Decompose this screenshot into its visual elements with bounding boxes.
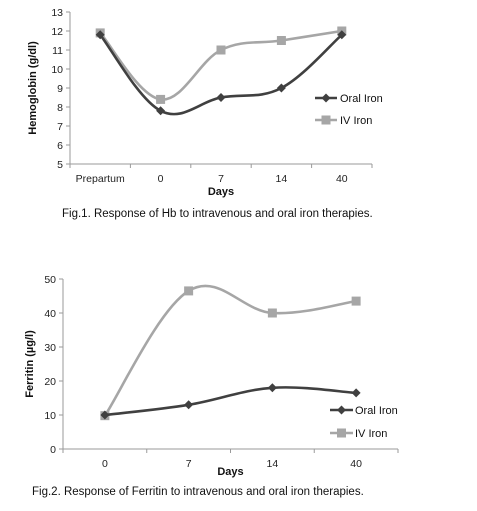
x-tick-label: 14 xyxy=(276,173,288,185)
data-point-oral-iron xyxy=(95,30,105,40)
data-point-iv-iron xyxy=(276,36,286,45)
y-tick-label: 10 xyxy=(51,64,63,76)
y-tick-label: 0 xyxy=(50,444,56,456)
y-tick-label: 13 xyxy=(51,7,63,19)
data-point-iv-iron xyxy=(267,308,277,318)
fig1-caption: Fig.1. Response of Hb to intravenous and… xyxy=(62,208,373,220)
y-tick-label: 50 xyxy=(44,274,56,286)
y-axis-title: Hemoglobin (g/dl) xyxy=(27,41,39,135)
data-point-iv-iron xyxy=(216,45,226,55)
data-point-oral-iron xyxy=(184,400,194,410)
x-tick-label: 0 xyxy=(158,173,164,185)
data-point-oral-iron xyxy=(156,106,166,116)
data-point-iv-iron xyxy=(156,94,166,104)
y-tick-label: 5 xyxy=(57,159,63,171)
data-point-oral-iron xyxy=(337,30,347,40)
x-tick-label: 40 xyxy=(350,458,362,470)
series-line-oral-iron xyxy=(103,386,358,417)
y-tick-label: 30 xyxy=(44,342,56,354)
y-tick-label: 9 xyxy=(57,83,63,95)
legend-label-oral-iron: Oral Iron xyxy=(340,93,383,105)
legend-marker-iv-iron xyxy=(337,428,346,438)
x-tick-label: 40 xyxy=(336,173,348,185)
hemoglobin-chart: 5 6 7 8 9 10 11 12 13 Prepartum 0 7 14 40 Days Hemoglob… xyxy=(27,7,383,198)
series-line-iv-iron xyxy=(103,284,358,417)
legend-label-oral-iron: Oral Iron xyxy=(355,405,398,417)
x-axis-title: Days xyxy=(217,466,243,478)
data-point-oral-iron xyxy=(351,388,361,398)
y-tick-label: 40 xyxy=(44,308,56,320)
data-point-iv-iron xyxy=(351,296,361,306)
y-tick-label: 20 xyxy=(44,376,56,388)
data-point-oral-iron xyxy=(100,410,110,420)
legend-marker-oral-iron xyxy=(337,405,346,415)
legend-marker-oral-iron xyxy=(321,93,331,103)
y-tick-label: 11 xyxy=(52,45,63,57)
y-tick-label: 12 xyxy=(51,26,63,38)
y-axis-title: Ferritin (µg/l) xyxy=(24,330,36,398)
legend-label-iv-iron: IV Iron xyxy=(340,115,372,127)
y-tick-label: 7 xyxy=(57,121,63,133)
ferritin-chart: 0 10 20 30 40 50 0 7 14 40 Days Ferritin (µg/l) Oral… xyxy=(24,274,399,478)
x-tick-label: 7 xyxy=(186,458,192,470)
data-point-iv-iron xyxy=(184,286,194,296)
x-tick-label: 7 xyxy=(218,173,224,185)
series-line-iv-iron xyxy=(98,29,344,101)
x-tick-label: 14 xyxy=(267,458,279,470)
legend-marker-iv-iron xyxy=(321,115,331,125)
data-point-oral-iron xyxy=(276,83,286,93)
x-tick-label: Prepartum xyxy=(76,173,125,185)
fig2-caption: Fig.2. Response of Ferritin to intraveno… xyxy=(32,486,364,498)
y-tick-label: 10 xyxy=(44,410,56,422)
y-tick-label: 6 xyxy=(57,140,63,152)
legend-label-iv-iron: IV Iron xyxy=(355,428,387,440)
x-axis-title: Days xyxy=(208,186,234,198)
x-tick-label: 0 xyxy=(102,458,108,470)
data-point-oral-iron xyxy=(216,93,226,102)
y-tick-label: 8 xyxy=(57,102,63,114)
data-point-oral-iron xyxy=(267,383,277,393)
